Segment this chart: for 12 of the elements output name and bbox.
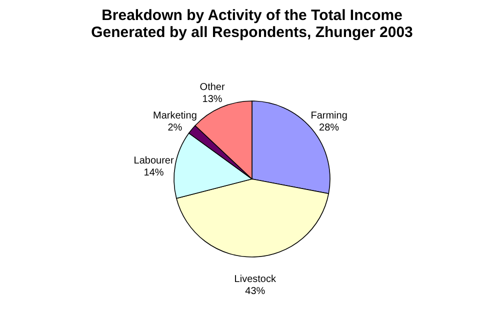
data-label: 13% (202, 94, 222, 106)
slice-label: Other (200, 82, 226, 94)
text: Generated by all Respondents, Zhunger 2003 (91, 24, 413, 41)
data-label: 14% (144, 167, 164, 178)
slice-label: Farming (310, 110, 348, 122)
data-label: 43% (245, 286, 266, 297)
data-label: 28% (319, 122, 340, 134)
slice-label: Marketing (152, 110, 197, 122)
slice-label: Labourer (134, 155, 174, 166)
text: Breakdown by Activity of the Total Income (102, 7, 402, 24)
data-label: 2% (168, 122, 182, 134)
slice-label: Livestock (234, 274, 277, 285)
